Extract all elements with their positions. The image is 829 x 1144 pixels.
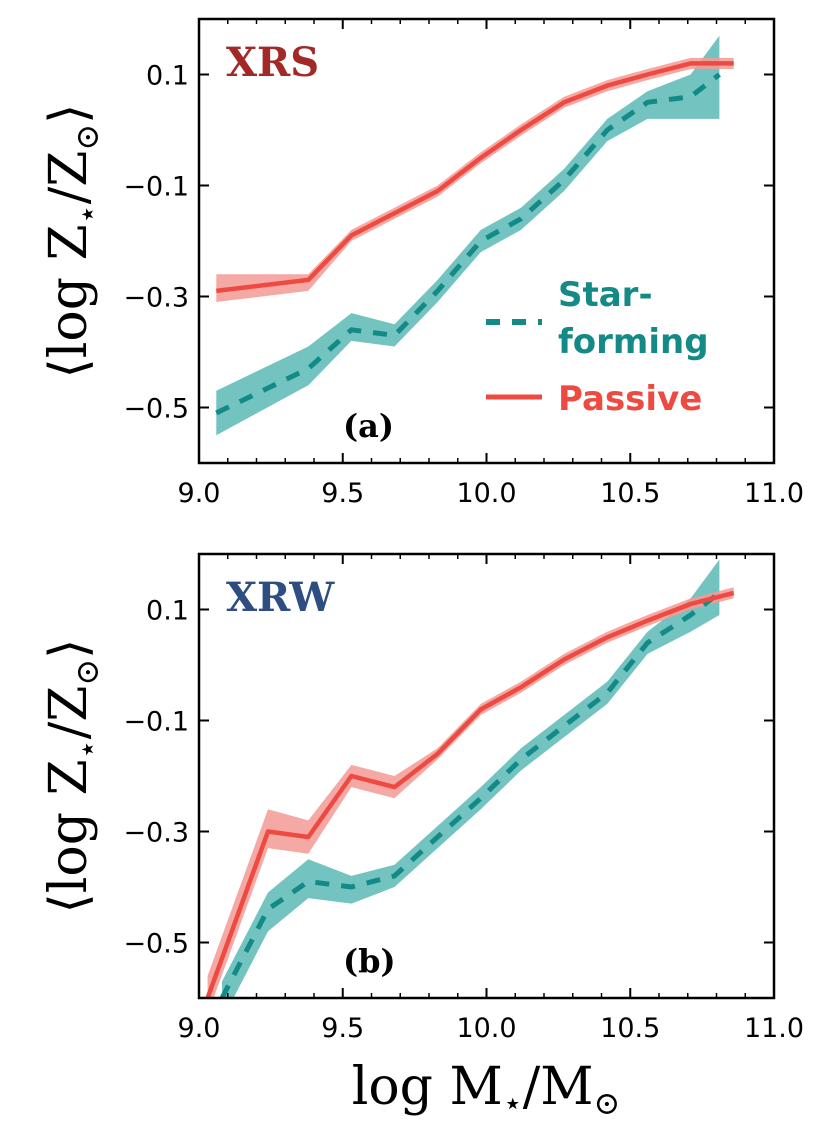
x-tick-label: 11.0 <box>744 1013 804 1044</box>
x-tick-label: 9.0 <box>178 1013 221 1044</box>
panel-b-data <box>205 559 735 998</box>
panel-a-tag: (a) <box>343 407 394 445</box>
panel-b-tag: (b) <box>343 942 396 980</box>
panel-a-title: XRS <box>226 39 319 86</box>
panel-a-ylabel: ⟨log Z⋆/Z⊙⟩ <box>39 104 106 379</box>
panel-a-ticks: 9.0 9.5 10.0 10.5 11.0 0.1 −0.1 −0.3 −0.5 <box>123 19 804 509</box>
panel-a-data <box>215 35 734 436</box>
y-tick-label: −0.3 <box>123 283 189 314</box>
legend: Star- forming Passive <box>486 275 709 419</box>
x-tick-label: 10.5 <box>600 1013 660 1044</box>
x-tick-label: 11.0 <box>744 478 804 509</box>
panel-a-starforming-line <box>215 72 721 416</box>
panel-b-ylabel: ⟨log Z⋆/Z⊙⟩ <box>39 639 106 914</box>
y-tick-label: −0.3 <box>123 818 189 849</box>
panel-b-title: XRW <box>226 574 335 621</box>
x-axis-label: log M⋆/M⊙ <box>352 1057 621 1122</box>
y-tick-label: 0.1 <box>146 596 189 627</box>
x-tick-label: 9.5 <box>321 1013 364 1044</box>
panel-a-xrs: 9.0 9.5 10.0 10.5 11.0 0.1 −0.1 −0.3 −0.5 XRS (a… <box>123 17 804 509</box>
y-tick-label: −0.1 <box>123 172 189 203</box>
panel-a-starforming-band <box>216 35 720 436</box>
x-tick-label: 10.0 <box>456 478 516 509</box>
panel-b-starforming-band <box>222 559 720 998</box>
y-tick-label: −0.1 <box>123 707 189 738</box>
panel-b-passive-line <box>205 590 735 998</box>
x-tick-label: 9.0 <box>178 478 221 509</box>
panel-b-xrw: 9.0 9.5 10.0 10.5 11.0 0.1 −0.1 −0.3 −0.5 XRW (b… <box>123 552 804 1044</box>
x-tick-label: 10.0 <box>456 1013 516 1044</box>
panel-b-starforming-line <box>219 590 721 998</box>
x-tick-label: 9.5 <box>321 478 364 509</box>
legend-starforming-label-line1: Star- <box>558 275 653 315</box>
y-tick-label: 0.1 <box>146 61 189 92</box>
legend-starforming-label-line2: forming <box>558 322 709 362</box>
panel-b-ticks: 9.0 9.5 10.0 10.5 11.0 0.1 −0.1 −0.3 −0.5 <box>123 554 804 1044</box>
y-tick-label: −0.5 <box>123 394 189 425</box>
y-tick-label: −0.5 <box>123 929 189 960</box>
panel-a-passive-line <box>216 61 734 294</box>
legend-passive-label: Passive <box>558 379 702 419</box>
x-tick-label: 10.5 <box>600 478 660 509</box>
